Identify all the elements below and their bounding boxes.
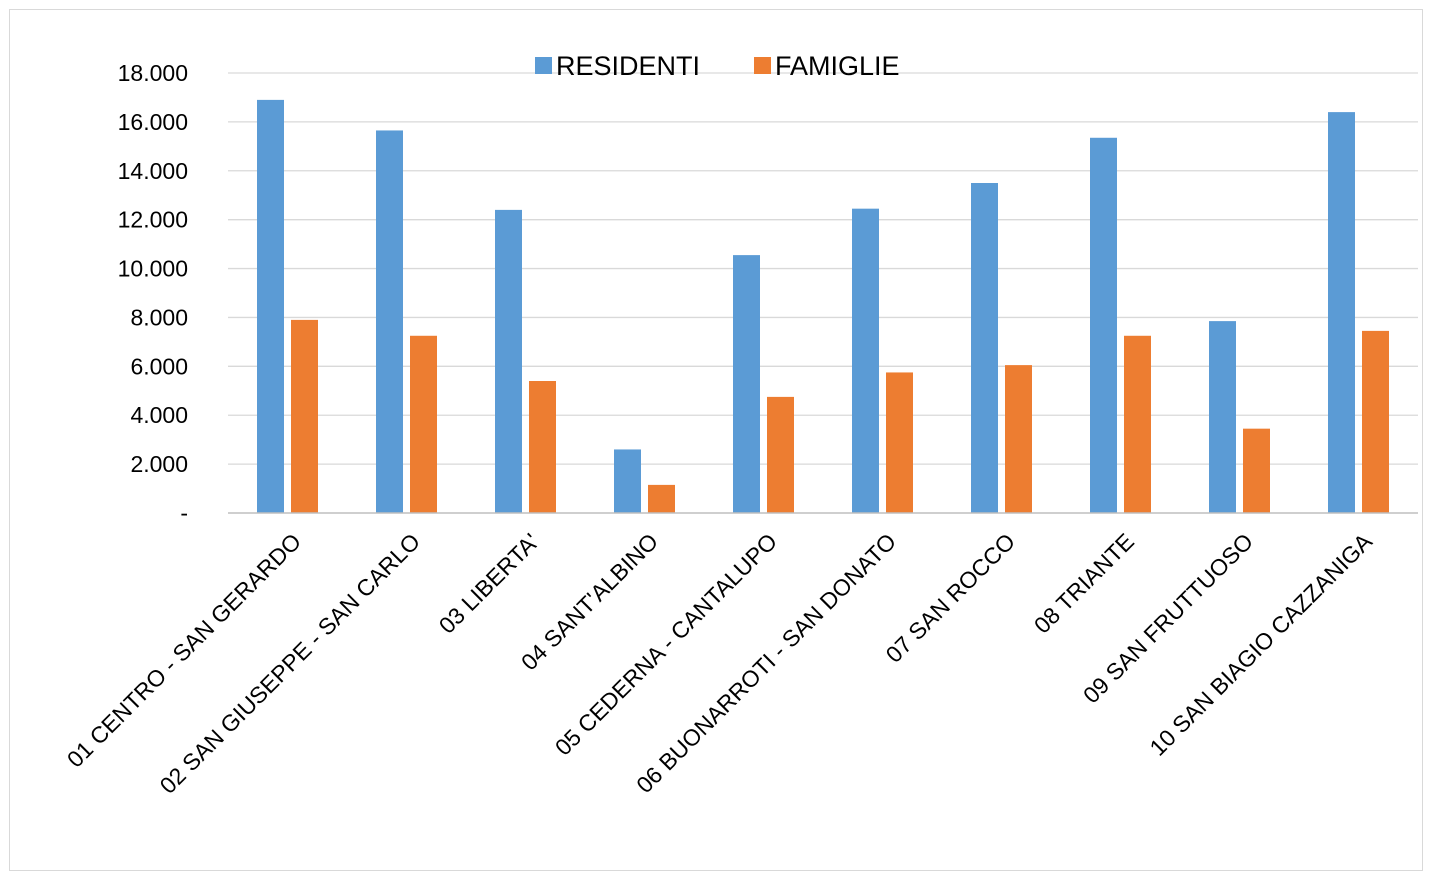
bar-residenti-1: [257, 99, 284, 513]
legend-swatch-residenti: [535, 57, 552, 74]
x-category-label: 03 LIBERTA': [434, 528, 544, 638]
y-tick-label: 14.000: [118, 158, 188, 184]
bar-famiglie-9: [1243, 428, 1270, 513]
x-category-label: 02 SAN GIUSEPPE - SAN CARLO: [154, 528, 425, 799]
y-tick-label: 6.000: [130, 353, 188, 379]
bar-famiglie-4: [648, 484, 675, 513]
bar-famiglie-3: [529, 381, 556, 513]
y-tick-label: 12.000: [118, 207, 188, 233]
bar-famiglie-8: [1124, 335, 1151, 513]
legend-label-famiglie: FAMIGLIE: [775, 51, 900, 81]
x-category-label: 05 CEDERNA - CANTALUPO: [550, 528, 782, 760]
bar-residenti-9: [1209, 321, 1236, 513]
x-category-label: 08 TRIANTE: [1029, 528, 1139, 638]
legend-label-residenti: RESIDENTI: [556, 51, 700, 81]
bar-chart: - 2.000 4.000 6.000 8.000 10.000 12.000 14.000 1…: [62, 51, 1418, 799]
bar-famiglie-6: [886, 372, 913, 513]
y-tick-label: 18.000: [118, 60, 188, 86]
x-category-label: 06 BUONARROTI - SAN DONATO: [631, 528, 901, 798]
bars: [257, 99, 1389, 513]
bar-famiglie-2: [410, 335, 437, 513]
bar-famiglie-7: [1005, 365, 1032, 513]
bar-famiglie-5: [767, 396, 794, 513]
gridlines: [228, 72, 1418, 465]
y-tick-label: 8.000: [130, 304, 188, 330]
y-tick-label: 2.000: [130, 451, 188, 477]
bar-residenti-6: [852, 208, 879, 513]
bar-famiglie-10: [1362, 330, 1389, 513]
bar-residenti-5: [733, 255, 760, 513]
bar-residenti-2: [376, 130, 403, 513]
y-tick-label: 10.000: [118, 256, 188, 282]
bar-famiglie-1: [291, 319, 318, 513]
bar-residenti-3: [495, 209, 522, 513]
bar-residenti-8: [1090, 137, 1117, 513]
x-category-label: 07 SAN ROCCO: [881, 528, 1020, 667]
bar-residenti-7: [971, 183, 998, 513]
y-axis-ticks: - 2.000 4.000 6.000 8.000 10.000 12.000 14.000 1…: [118, 60, 188, 526]
bar-residenti-10: [1328, 112, 1355, 513]
legend: RESIDENTI FAMIGLIE: [535, 51, 900, 81]
y-tick-label: -: [180, 500, 188, 526]
chart-frame: - 2.000 4.000 6.000 8.000 10.000 12.000 14.000 1…: [9, 9, 1423, 871]
bar-residenti-4: [614, 449, 641, 513]
y-tick-label: 4.000: [130, 402, 188, 428]
legend-swatch-famiglie: [754, 57, 771, 74]
x-category-label: 01 CENTRO - SAN GERARDO: [62, 528, 306, 772]
y-tick-label: 16.000: [118, 109, 188, 135]
x-category-label: 10 SAN BIAGIO CAZZANIGA: [1144, 528, 1377, 761]
